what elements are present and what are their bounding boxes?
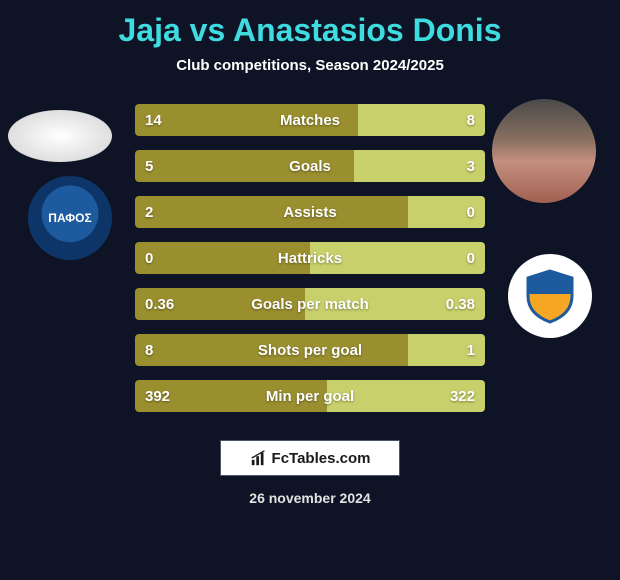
stat-row: 81Shots per goal (135, 334, 485, 366)
footer-brand-text: FcTables.com (272, 450, 371, 467)
subtitle: Club competitions, Season 2024/2025 (0, 57, 620, 74)
shield-icon (520, 266, 580, 326)
stat-label: Min per goal (135, 388, 485, 405)
stat-label: Matches (135, 112, 485, 129)
footer-brand-badge: FcTables.com (220, 440, 400, 476)
stat-label: Assists (135, 204, 485, 221)
page-title: Jaja vs Anastasios Donis (0, 0, 620, 49)
chart-icon (250, 449, 268, 467)
player-photo-right (492, 99, 596, 203)
club-badge-right (508, 254, 592, 338)
stat-label: Shots per goal (135, 342, 485, 359)
stat-row: 148Matches (135, 104, 485, 136)
stat-row: 0.360.38Goals per match (135, 288, 485, 320)
stats-list: 148Matches 53Goals 20Assists 00Hattricks 0.3… (135, 104, 485, 412)
stat-row: 00Hattricks (135, 242, 485, 274)
stat-row: 392322Min per goal (135, 380, 485, 412)
stat-label: Goals (135, 158, 485, 175)
stat-label: Hattricks (135, 250, 485, 267)
stat-row: 53Goals (135, 150, 485, 182)
date-text: 26 november 2024 (0, 490, 620, 506)
club-badge-left: ΠΑΦΟΣ (28, 176, 112, 260)
player-photo-left (8, 110, 112, 162)
stat-row: 20Assists (135, 196, 485, 228)
stat-label: Goals per match (135, 296, 485, 313)
comparison-container: ΠΑΦΟΣ 148Matches 53Goals 20Assists 00Hattri… (0, 104, 620, 412)
club-badge-left-text: ΠΑΦΟΣ (48, 211, 91, 225)
